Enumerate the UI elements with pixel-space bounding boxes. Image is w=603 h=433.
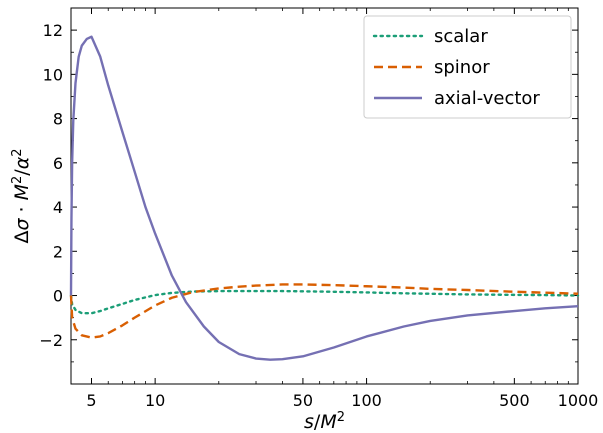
legend-label-scalar: scalar bbox=[434, 26, 488, 47]
y-tick-label: 6 bbox=[53, 154, 63, 173]
x-tick-label: 10 bbox=[145, 391, 165, 410]
legend: scalar spinor axial-vector bbox=[363, 15, 572, 119]
y-tick-label: 2 bbox=[53, 242, 63, 261]
x-tick-label: 5 bbox=[86, 391, 96, 410]
legend-box bbox=[363, 15, 572, 119]
y-axis-label: Δσ · M2/α2 bbox=[10, 148, 34, 243]
legend-label-axial-vector: axial-vector bbox=[434, 88, 540, 109]
y-axis-ticks: −2 0 2 4 6 8 10 12 bbox=[39, 7, 578, 385]
legend-label-spinor: spinor bbox=[434, 57, 490, 78]
x-axis-label: s/M2 bbox=[304, 410, 345, 433]
x-tick-label: 1000 bbox=[558, 391, 599, 410]
y-tick-label: 4 bbox=[53, 198, 63, 217]
y-tick-label: −2 bbox=[39, 331, 63, 350]
x-tick-label: 100 bbox=[351, 391, 382, 410]
x-tick-label: 50 bbox=[293, 391, 313, 410]
y-tick-label: 0 bbox=[53, 287, 63, 306]
series-line-axial-vector bbox=[69, 35, 579, 361]
x-tick-label: 500 bbox=[499, 391, 530, 410]
series-layer bbox=[69, 35, 580, 361]
y-tick-label: 12 bbox=[43, 21, 63, 40]
x-axis-ticks: 5 10 50 100 500 1000 bbox=[70, 8, 599, 410]
y-tick-label: 10 bbox=[43, 65, 63, 84]
y-tick-label: 8 bbox=[53, 110, 63, 129]
